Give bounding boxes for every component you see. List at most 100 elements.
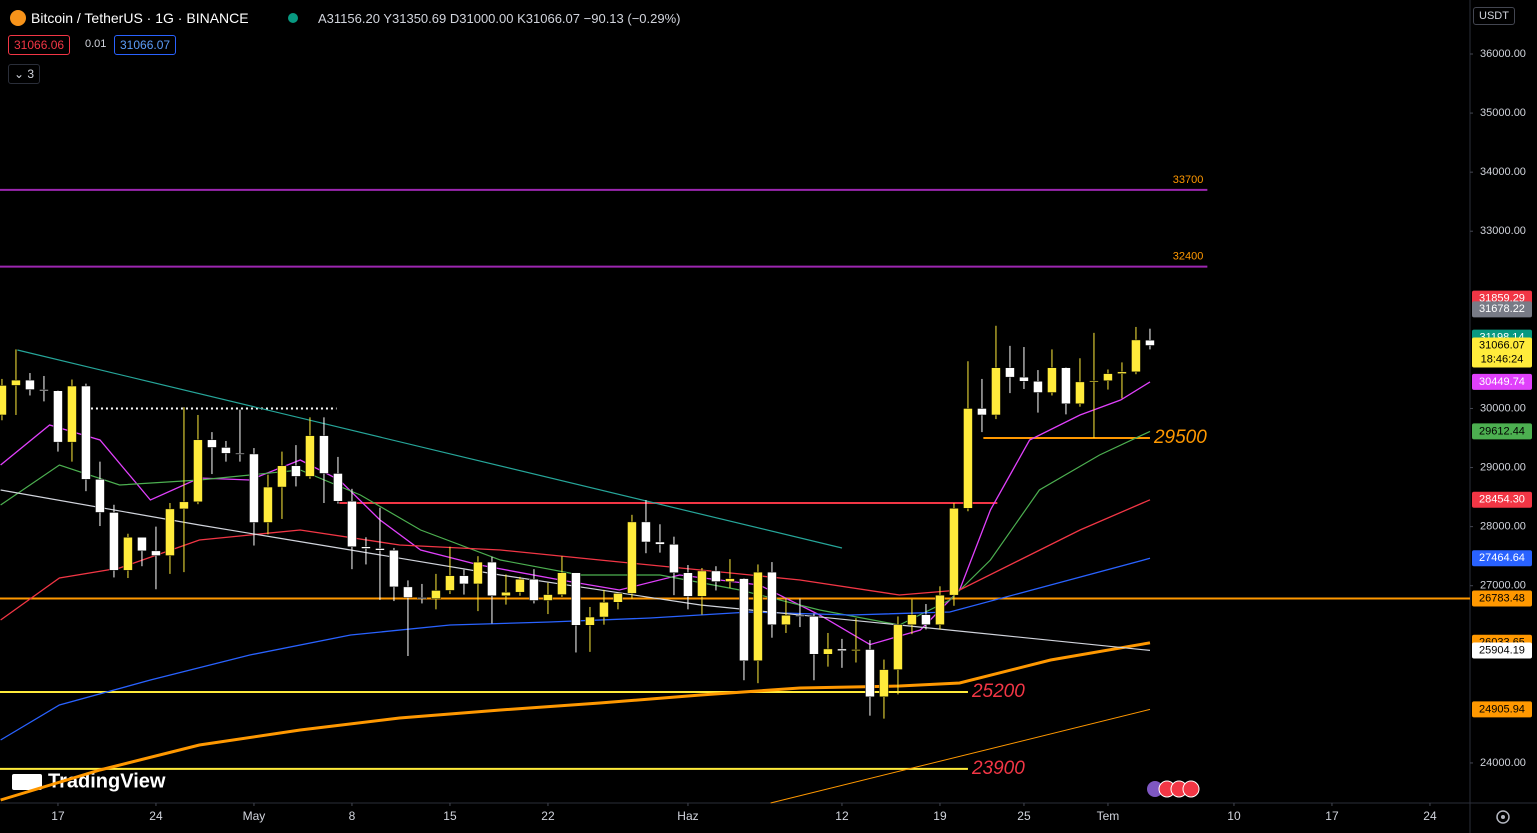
price-label-box xyxy=(1472,491,1532,508)
candle-body xyxy=(347,500,357,547)
x-tick-label: 8 xyxy=(349,809,356,823)
settings-icon[interactable] xyxy=(1496,810,1510,824)
candle-body xyxy=(1145,339,1155,346)
price-label: 27464.64 xyxy=(1479,552,1525,564)
candle-body xyxy=(641,521,651,543)
candle-body xyxy=(767,571,777,625)
ohlc-close: K31066.07 xyxy=(517,11,581,26)
candle-body xyxy=(0,385,7,416)
x-tick-label: 22 xyxy=(541,809,555,823)
candle-body xyxy=(389,550,399,588)
candle-body xyxy=(375,548,385,551)
candle-body xyxy=(417,597,427,599)
price-label-box xyxy=(1472,337,1532,368)
candle-body xyxy=(865,649,875,698)
ohlc-open: A31156.20 xyxy=(318,11,380,26)
candle-body xyxy=(697,570,707,597)
candle-body xyxy=(445,575,455,591)
candle-body xyxy=(151,550,161,556)
candle-body xyxy=(109,512,119,571)
x-tick-label: 24 xyxy=(1423,809,1437,823)
indicator-line xyxy=(0,641,1151,802)
price-label: 25904.19 xyxy=(1479,644,1525,656)
y-tick-label: 36000.00 xyxy=(1480,48,1526,60)
price-label: 24905.94 xyxy=(1479,703,1525,715)
level-label: 23900 xyxy=(971,758,1025,779)
candle-body xyxy=(627,521,637,594)
candle-body xyxy=(669,544,679,573)
x-tick-label: 17 xyxy=(51,809,65,823)
candle-body xyxy=(991,367,1001,416)
candle-body xyxy=(165,508,175,556)
price-label-box xyxy=(1472,423,1532,440)
candle-body xyxy=(25,379,35,390)
candle-body xyxy=(361,546,371,549)
candle-body xyxy=(935,594,945,625)
price-label-box xyxy=(1472,301,1532,318)
currency-button[interactable]: USDT xyxy=(1473,7,1515,25)
candle-body xyxy=(403,586,413,598)
price-label-box xyxy=(1472,701,1532,718)
candle-body xyxy=(291,465,301,477)
price-label: 30449.74 xyxy=(1479,376,1525,388)
candle-body xyxy=(1047,367,1057,393)
candle-body xyxy=(949,508,959,596)
y-tick-label: 35000.00 xyxy=(1480,107,1526,119)
ohlc-high: Y31350.69 xyxy=(383,11,447,26)
candle-body xyxy=(725,578,735,582)
candle-body xyxy=(963,408,973,509)
y-tick-label: 33000.00 xyxy=(1480,225,1526,237)
candle-body xyxy=(277,465,287,488)
x-tick-label: 12 xyxy=(835,809,849,823)
candle-body xyxy=(249,453,259,523)
candle-body xyxy=(263,486,273,523)
x-tick-label: 17 xyxy=(1325,809,1339,823)
sell-button[interactable]: 31066.06 xyxy=(8,35,71,55)
indicator-line xyxy=(0,430,1151,626)
candle-body xyxy=(1075,381,1085,404)
price-label: 31678.22 xyxy=(1479,303,1525,315)
spread: 0.01 xyxy=(85,38,107,50)
candle-body xyxy=(837,648,847,651)
x-tick-label: Tem xyxy=(1097,809,1120,823)
candle-body xyxy=(39,389,49,391)
ohlc-change: −90.13 (−0.29%) xyxy=(583,11,681,26)
ohlc: A31156.20 Y31350.69 D31000.00 K31066.07 … xyxy=(318,11,681,26)
countdown: 18:46:24 xyxy=(1481,353,1524,365)
price-label-box xyxy=(1472,550,1532,567)
x-tick-label: 10 xyxy=(1227,809,1241,823)
candle-body xyxy=(501,591,511,597)
price-label: 29612.44 xyxy=(1479,425,1525,437)
candle-body xyxy=(683,572,693,597)
candle-body xyxy=(823,648,833,655)
candle-body xyxy=(123,537,133,571)
candle-body xyxy=(977,408,987,416)
x-tick-label: Haz xyxy=(677,809,698,823)
candle-body xyxy=(907,614,917,625)
buy-button[interactable]: 31066.07 xyxy=(114,35,177,55)
candle-body xyxy=(193,439,203,503)
level-label: 32400 xyxy=(1173,251,1204,263)
indicators-toggle[interactable]: ⌄ 3 xyxy=(8,64,41,84)
candle-body xyxy=(67,385,77,443)
candle-body xyxy=(571,572,581,626)
candle-body xyxy=(179,501,189,510)
candle-body xyxy=(81,385,91,480)
candle-body xyxy=(1117,371,1127,374)
x-tick-label: 19 xyxy=(933,809,947,823)
candle-body xyxy=(1089,380,1099,383)
candle-body xyxy=(221,447,231,454)
candle-body xyxy=(53,390,63,443)
candle-body xyxy=(599,602,609,618)
y-tick-label: 30000.00 xyxy=(1480,402,1526,414)
candle-body xyxy=(739,578,749,661)
indicator-line xyxy=(0,381,1151,646)
ohlc-low: D31000.00 xyxy=(449,11,514,26)
level-label: 29500 xyxy=(1153,427,1207,448)
candle-body xyxy=(207,439,217,448)
candle-body xyxy=(613,593,623,603)
indicator-line xyxy=(770,708,1151,804)
indicator-count: 3 xyxy=(27,67,35,81)
x-tick-label: 25 xyxy=(1017,809,1031,823)
